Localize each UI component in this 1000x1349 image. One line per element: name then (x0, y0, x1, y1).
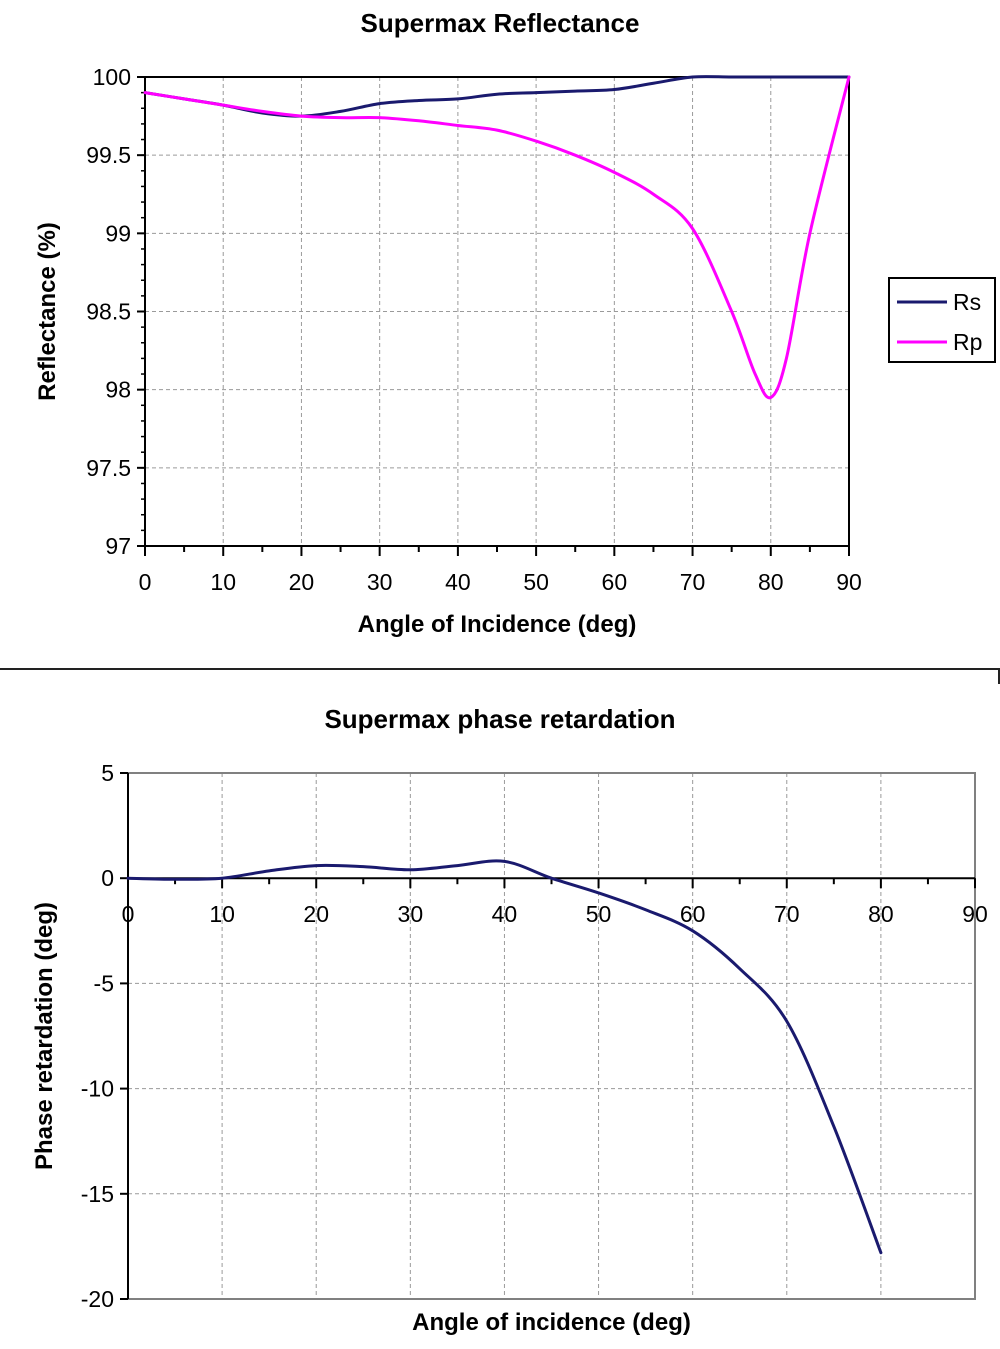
y-tick-label: 98 (105, 377, 131, 403)
chart-title: Supermax Reflectance (361, 8, 640, 38)
y-tick-label: -5 (94, 970, 114, 996)
reflectance-chart: Supermax Reflectance 0 10 20 30 40 50 60 70 80 90 9… (34, 8, 996, 638)
x-tick-label: 30 (367, 569, 393, 595)
x-tick-label: 40 (445, 569, 471, 595)
series-line-rp (143, 75, 851, 400)
x-tick-label: 10 (210, 569, 236, 595)
y-tick-label: -15 (81, 1181, 114, 1207)
x-tick-label: 20 (303, 901, 329, 927)
legend-box (888, 277, 996, 363)
series-line-0 (126, 859, 883, 1255)
x-tick-label: 90 (836, 569, 862, 595)
x-tick-label: 30 (398, 901, 424, 927)
series-line-rs (143, 75, 851, 118)
x-tick-label: 0 (122, 901, 135, 927)
legend-label-rp: Rp (953, 329, 982, 355)
y-tick-label: 98.5 (86, 299, 131, 325)
x-tick-label: 70 (680, 569, 706, 595)
y-tick-label: 100 (93, 64, 131, 90)
x-tick-label: 80 (868, 901, 894, 927)
x-tick-label: 60 (680, 901, 706, 927)
legend-label-rs: Rs (953, 289, 981, 315)
x-axis-label: Angle of incidence (deg) (412, 1309, 691, 1336)
phase-chart-panel: Supermax phase retardation 0 10 20 30 40 50 60 7… (0, 684, 1000, 1349)
x-tick-label: 20 (289, 569, 315, 595)
x-tick-label: 50 (523, 569, 549, 595)
y-tick-label: 5 (101, 760, 114, 786)
y-tick-label: 99 (105, 220, 131, 246)
reflectance-chart-panel: Supermax Reflectance 0 10 20 30 40 50 60 70 80 90 9… (0, 0, 1000, 668)
x-tick-label: 60 (602, 569, 628, 595)
y-tick-label: 97.5 (86, 455, 131, 481)
x-tick-label: 50 (586, 901, 612, 927)
plot-frame (127, 772, 976, 1300)
y-tick-label: 0 (101, 865, 114, 891)
x-axis-label: Angle of Incidence (deg) (358, 611, 637, 638)
x-tick-label: 70 (774, 901, 800, 927)
y-tick-label: -20 (81, 1286, 114, 1312)
y-axis-label: Reflectance (%) (34, 222, 61, 401)
x-tick-label: 90 (962, 901, 988, 927)
y-tick-label: -10 (81, 1076, 114, 1102)
chart-separator (0, 668, 1000, 684)
separator-edge (998, 668, 1000, 684)
x-tick-label: 0 (139, 569, 152, 595)
chart-title: Supermax phase retardation (324, 704, 675, 734)
y-tick-label: 97 (105, 533, 131, 559)
y-axis-label: Phase retardation (deg) (31, 902, 58, 1170)
x-tick-label: 10 (209, 901, 235, 927)
x-tick-label: 80 (758, 569, 784, 595)
x-tick-label: 40 (492, 901, 518, 927)
y-tick-label: 99.5 (86, 142, 131, 168)
separator-line (0, 668, 1000, 670)
